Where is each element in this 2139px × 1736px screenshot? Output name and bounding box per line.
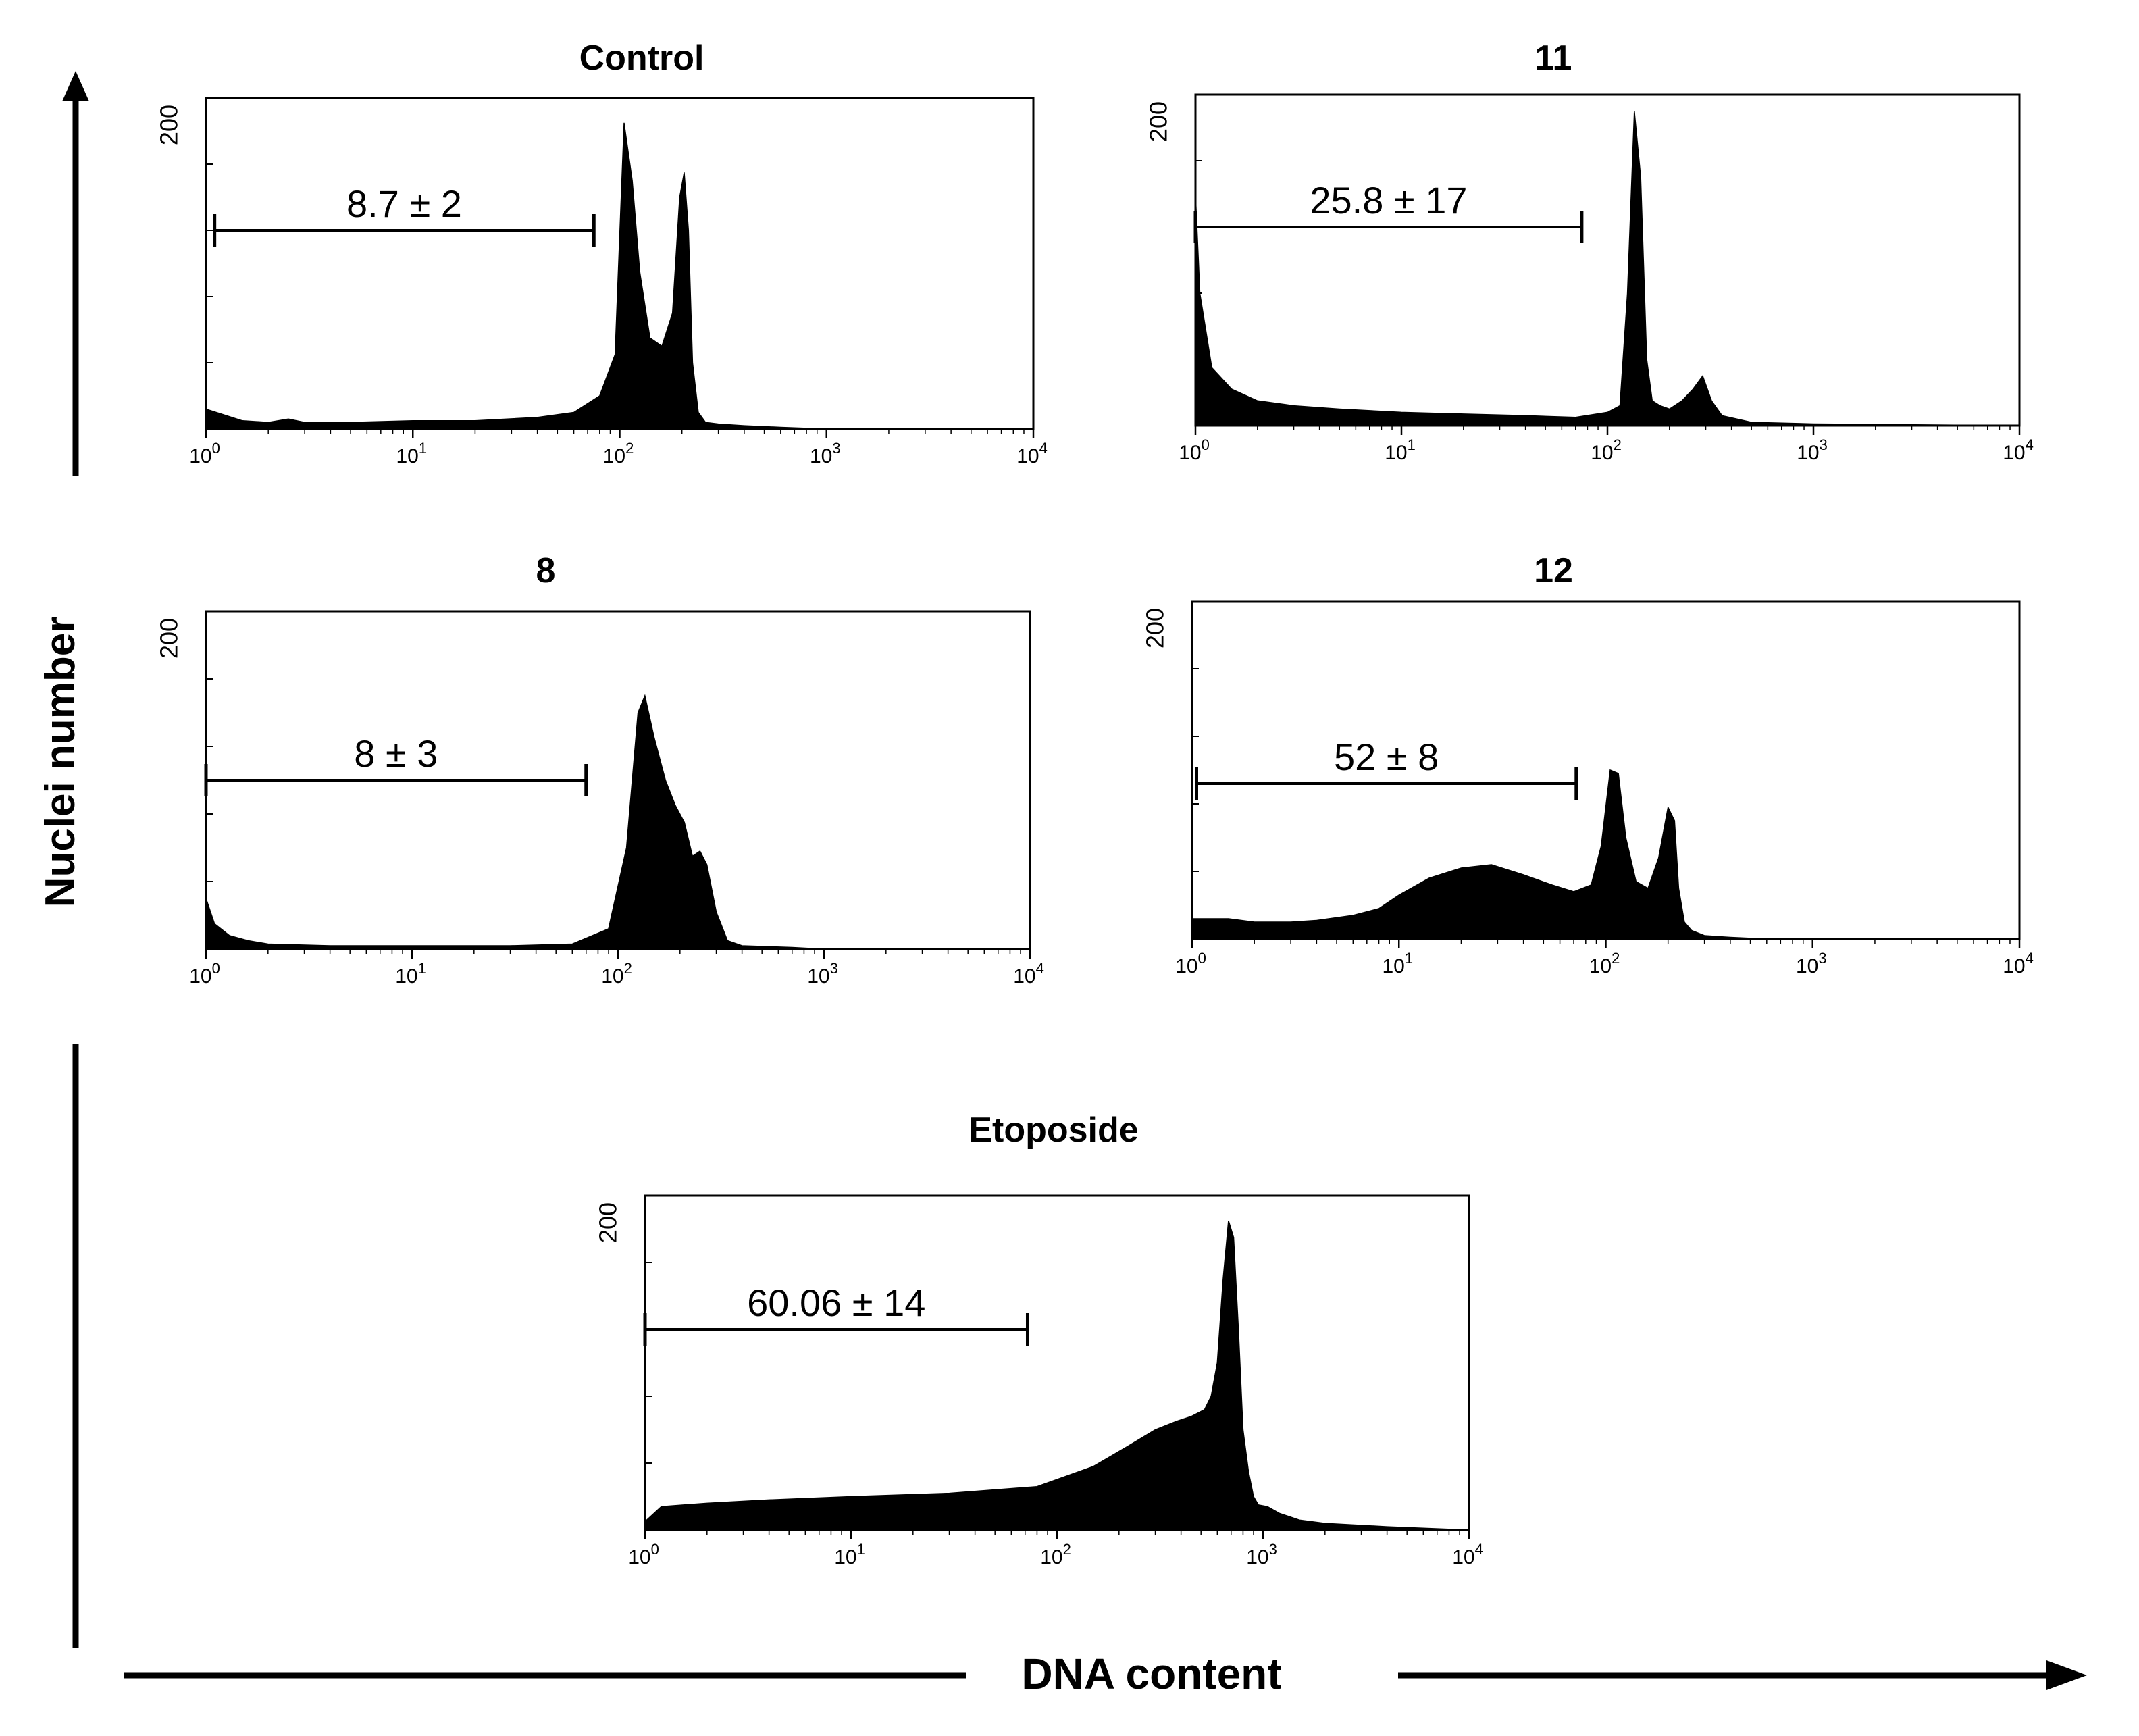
x-tick-exponent: 4 (2026, 950, 2034, 967)
x-tick-exponent: 2 (1063, 1541, 1071, 1558)
plot-frame (1194, 93, 2021, 427)
x-tick-label: 101 (834, 1541, 865, 1568)
x-tick-label: 101 (395, 960, 426, 988)
x-tick-exponent: 4 (1039, 440, 1048, 457)
panel-title: 12 (1534, 551, 1573, 590)
y-max-label: 200 (155, 105, 183, 145)
panel-title: 11 (1535, 39, 1572, 78)
x-tick-exponent: 0 (1198, 950, 1206, 967)
y-axis-arrowhead (62, 71, 89, 101)
x-tick-label: 102 (1589, 950, 1620, 977)
x-tick-label: 103 (810, 440, 841, 467)
y-max-label: 200 (155, 618, 183, 659)
x-tick-label: 102 (603, 440, 634, 467)
x-tick-label: 104 (1452, 1541, 1483, 1568)
x-tick-label: 101 (396, 440, 427, 467)
histogram-area (1195, 111, 2020, 426)
x-tick-label: 102 (601, 960, 632, 988)
x-tick-label: 103 (1246, 1541, 1277, 1568)
gate-label: 8 ± 3 (354, 732, 438, 775)
y-max-label: 200 (1145, 101, 1172, 142)
y-axis-annotation: Nuclei number (37, 71, 89, 1648)
y-axis-label: Nuclei number (37, 617, 84, 908)
gate-label: 8.7 ± 2 (346, 182, 462, 225)
x-tick-exponent: 2 (624, 960, 632, 977)
x-tick-label: 103 (807, 960, 838, 988)
x-tick-label: 104 (2003, 950, 2034, 977)
x-axis-label: DNA content (1021, 1650, 1281, 1698)
x-tick-exponent: 1 (1405, 950, 1413, 967)
x-tick-exponent: 2 (625, 440, 634, 457)
x-tick-label: 103 (1796, 950, 1827, 977)
panel-title: Etoposide (969, 1110, 1138, 1150)
y-max-label: 200 (1141, 608, 1169, 648)
x-tick-label: 101 (1382, 950, 1413, 977)
x-tick-exponent: 3 (1818, 950, 1826, 967)
x-tick-label: 100 (189, 960, 220, 988)
histogram-area (205, 694, 1030, 950)
x-tick-exponent: 0 (1202, 436, 1210, 453)
panel-title: Control (579, 39, 704, 78)
x-tick-label: 104 (1016, 440, 1048, 467)
x-tick-label: 101 (1385, 436, 1416, 464)
x-tick-exponent: 3 (832, 440, 840, 457)
x-tick-label: 102 (1040, 1541, 1071, 1568)
x-tick-label: 104 (1013, 960, 1044, 988)
x-tick-exponent: 3 (830, 960, 838, 977)
x-tick-label: 100 (1179, 436, 1210, 464)
x-tick-label: 100 (628, 1541, 659, 1568)
x-tick-exponent: 2 (1612, 950, 1620, 967)
y-max-label: 200 (594, 1202, 622, 1243)
x-tick-exponent: 3 (1269, 1541, 1277, 1558)
x-tick-label: 102 (1591, 436, 1622, 464)
x-tick-exponent: 4 (1475, 1541, 1483, 1558)
histogram-area (205, 122, 1033, 430)
x-tick-exponent: 4 (1036, 960, 1044, 977)
x-tick-exponent: 1 (1408, 436, 1416, 453)
x-axis-annotation: DNA content (124, 1650, 2087, 1698)
x-tick-label: 100 (189, 440, 220, 467)
x-tick-exponent: 1 (419, 440, 427, 457)
histogram-area (644, 1220, 1470, 1531)
x-tick-exponent: 3 (1820, 436, 1828, 453)
gate-label: 52 ± 8 (1334, 736, 1439, 778)
gate-label: 60.06 ± 14 (747, 1281, 925, 1324)
x-tick-exponent: 4 (2026, 436, 2034, 453)
x-tick-label: 100 (1175, 950, 1206, 977)
x-tick-exponent: 2 (1614, 436, 1622, 453)
x-tick-exponent: 1 (418, 960, 426, 977)
histogram-area (1191, 769, 2019, 940)
gate-label: 25.8 ± 17 (1310, 179, 1467, 222)
x-tick-label: 104 (2003, 436, 2034, 464)
panel-title: 8 (536, 551, 556, 590)
x-axis-arrowhead (2046, 1660, 2087, 1690)
x-tick-exponent: 0 (651, 1541, 659, 1558)
x-tick-exponent: 0 (212, 440, 220, 457)
x-tick-exponent: 1 (857, 1541, 865, 1558)
x-tick-exponent: 0 (212, 960, 220, 977)
x-tick-label: 103 (1797, 436, 1828, 464)
